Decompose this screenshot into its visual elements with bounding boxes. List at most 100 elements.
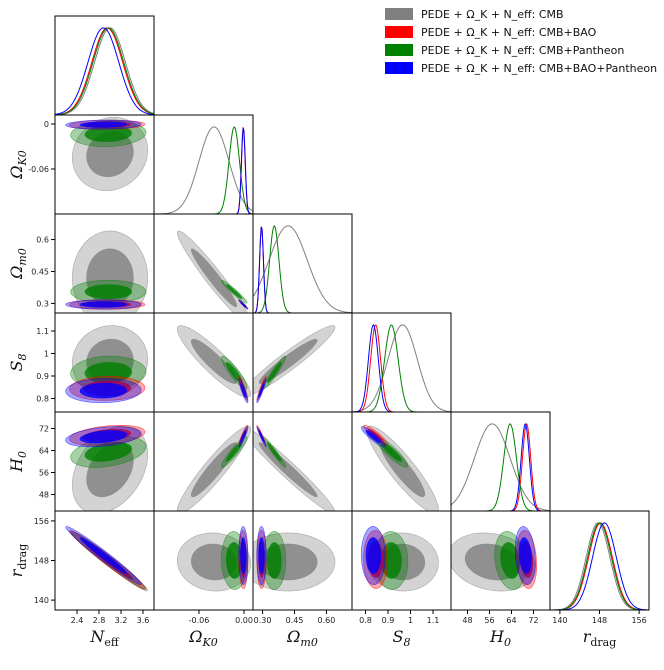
marginal-curve-0 <box>253 225 352 313</box>
legend-swatch <box>385 26 413 38</box>
marginal-curve-3 <box>253 226 352 313</box>
panel-rd-vs-neff <box>65 526 149 592</box>
axis-label-main: S <box>7 360 26 371</box>
y-tick-label: 156 <box>34 517 49 526</box>
x-tick-label: 140 <box>552 616 567 625</box>
y-tick-label: 148 <box>34 557 49 566</box>
marginal-curve-1 <box>550 522 649 610</box>
contour-68-0 <box>190 442 238 498</box>
marginal-curve-1 <box>253 226 352 313</box>
marginal-curve-1 <box>352 324 451 412</box>
panel-rd-vs-ok <box>176 526 252 592</box>
contour-68-3 <box>79 121 128 128</box>
contour-68-0 <box>190 248 238 308</box>
axis-label-subscript: m0 <box>16 248 29 265</box>
legend-swatch <box>385 62 413 74</box>
marginal-curve-0 <box>451 423 550 511</box>
panel-frame <box>252 411 353 512</box>
axis-label-subscript: K0 <box>16 150 29 166</box>
y-axis-label: S8 <box>7 354 29 372</box>
y-tick-label: 48 <box>39 491 49 500</box>
panel-rd-vs-h0 <box>451 526 538 592</box>
y-tick-label: 72 <box>39 425 49 434</box>
y-tick-label: 140 <box>34 596 49 605</box>
contour-68-0 <box>190 338 238 384</box>
contour-68-3 <box>79 382 128 399</box>
contour-68-2 <box>266 441 282 462</box>
panel-ok-vs-neff <box>65 116 149 192</box>
marginal-neff <box>55 27 154 115</box>
legend-label: PEDE + Ω_K + N_eff: CMB+BAO+Pantheon <box>421 62 657 75</box>
y-tick-label: 56 <box>39 469 49 478</box>
x-tick-label: 0.9 <box>382 616 395 625</box>
contour-68-2 <box>225 441 243 462</box>
marginal-curve-3 <box>154 127 253 214</box>
contour-68-2 <box>84 284 133 300</box>
marginal-curve-1 <box>451 423 550 511</box>
x-tick-label: 3.2 <box>115 616 128 625</box>
panel-frame <box>450 411 551 512</box>
marginal-curve-2 <box>253 225 352 313</box>
contour-68-3 <box>79 430 128 444</box>
axis-label-subscript: 0 <box>504 636 511 649</box>
x-tick-label: -0.06 <box>189 616 210 625</box>
axis-label-subscript: drag <box>16 544 29 570</box>
x-tick-label: 1.1 <box>427 616 440 625</box>
contour-68-3 <box>79 301 128 308</box>
legend-label: PEDE + Ω_K + N_eff: CMB <box>421 8 564 21</box>
contour-68-2 <box>266 362 282 384</box>
marginal-curve-2 <box>154 126 253 214</box>
panel-s8-vs-ok <box>176 325 252 404</box>
axis-label-subscript: m0 <box>300 636 317 649</box>
x-tick-label: 64 <box>506 616 516 625</box>
marginal-curve-3 <box>352 324 451 412</box>
y-tick-label: 0 <box>44 120 49 129</box>
marginal-curve-0 <box>55 27 154 115</box>
marginal-h0 <box>451 422 550 511</box>
contour-68-3 <box>258 430 265 444</box>
axis-label-subscript: eff <box>104 636 120 649</box>
panel-frame <box>549 510 650 611</box>
marginal-curve-2 <box>550 522 649 610</box>
axis-label-subscript: 0 <box>16 451 29 458</box>
y-tick-label: 0.3 <box>36 299 49 308</box>
y-tick-label: 0.8 <box>36 395 49 404</box>
y-tick-label: 1 <box>44 350 49 359</box>
x-tick-label: 2.4 <box>71 616 84 625</box>
axis-label-subscript: 8 <box>403 636 410 649</box>
panel-s8-vs-om <box>253 325 336 404</box>
marginal-ok <box>154 126 253 214</box>
contour-68-3 <box>365 430 382 444</box>
panel-om-vs-ok <box>176 230 249 313</box>
y-axis-label: Ωm0 <box>7 248 29 280</box>
axis-label-main: Ω <box>7 165 26 179</box>
contour-68-3 <box>240 301 247 308</box>
y-tick-label: 64 <box>39 447 49 456</box>
axis-label-main: S <box>393 627 404 646</box>
contour-68-0 <box>258 442 318 498</box>
y-tick-label: -0.06 <box>28 165 49 174</box>
y-tick-label: 1.1 <box>36 327 49 336</box>
contour-68-3 <box>518 537 532 574</box>
x-tick-label: 72 <box>528 616 538 625</box>
panel-om-vs-neff <box>65 230 149 313</box>
x-tick-label: 148 <box>592 616 607 625</box>
marginal-om <box>253 225 352 313</box>
axis-label-main: Ω <box>7 266 26 280</box>
axis-label-main: N <box>89 627 105 646</box>
panel-frame <box>153 114 254 215</box>
legend: PEDE + Ω_K + N_eff: CMB PEDE + Ω_K + N_ef… <box>385 8 657 75</box>
x-tick-label: 2.8 <box>93 616 106 625</box>
x-tick-label: 3.6 <box>137 616 150 625</box>
panel-s8-vs-neff <box>65 325 149 404</box>
marginal-curve-1 <box>55 27 154 115</box>
x-axis-label: Ωm0 <box>286 627 318 649</box>
contour-68-2 <box>266 542 282 579</box>
marginal-curve-0 <box>550 522 649 610</box>
x-tick-label: 0.00 <box>235 616 253 625</box>
contour-68-2 <box>84 362 133 384</box>
marginal-curve-3 <box>55 27 154 115</box>
x-axis-label: S8 <box>393 627 411 649</box>
x-axis-label: H0 <box>489 627 511 649</box>
axis-label-main: H <box>489 627 505 646</box>
